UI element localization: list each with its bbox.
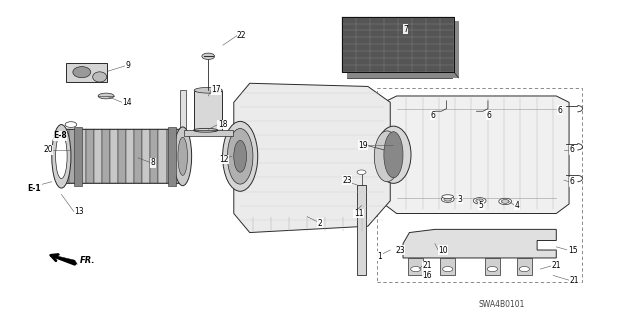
Ellipse shape <box>194 87 222 93</box>
Text: 1: 1 <box>378 252 382 261</box>
Circle shape <box>519 267 529 271</box>
Polygon shape <box>234 83 390 233</box>
Text: 21: 21 <box>422 261 431 271</box>
Bar <box>134 129 142 183</box>
Text: 9: 9 <box>125 61 130 70</box>
Bar <box>93 129 102 183</box>
Bar <box>166 129 175 183</box>
Bar <box>77 129 86 183</box>
Ellipse shape <box>376 126 411 183</box>
Text: SWA4B0101: SWA4B0101 <box>479 300 525 309</box>
Bar <box>67 63 108 82</box>
Text: 23: 23 <box>396 246 405 255</box>
Text: 4: 4 <box>515 201 520 210</box>
Text: 23: 23 <box>342 176 352 185</box>
Polygon shape <box>179 90 221 134</box>
Bar <box>150 129 159 183</box>
Text: 13: 13 <box>74 207 84 216</box>
Text: 11: 11 <box>354 209 364 218</box>
Text: 6: 6 <box>430 111 435 120</box>
Ellipse shape <box>227 129 253 184</box>
Text: 3: 3 <box>458 195 462 204</box>
Ellipse shape <box>56 134 67 179</box>
Bar <box>102 129 110 183</box>
Bar <box>168 127 175 186</box>
Text: E-8: E-8 <box>53 131 67 140</box>
Text: 22: 22 <box>237 31 246 40</box>
Bar <box>70 129 77 183</box>
Ellipse shape <box>173 127 191 186</box>
Circle shape <box>487 267 497 271</box>
Text: 2: 2 <box>317 219 323 227</box>
Bar <box>408 258 424 275</box>
Circle shape <box>357 170 366 174</box>
Bar <box>118 129 126 183</box>
Text: 16: 16 <box>422 271 432 280</box>
Circle shape <box>444 197 452 201</box>
Ellipse shape <box>52 124 71 188</box>
Bar <box>110 129 118 183</box>
Bar <box>342 17 454 72</box>
Circle shape <box>476 199 483 203</box>
Bar <box>159 129 166 183</box>
Bar <box>516 258 532 275</box>
Bar <box>484 258 500 275</box>
Text: 20: 20 <box>44 145 53 154</box>
Bar <box>378 88 582 282</box>
Ellipse shape <box>93 72 107 82</box>
Text: 8: 8 <box>151 158 156 167</box>
Circle shape <box>411 267 421 271</box>
Text: 14: 14 <box>122 98 132 107</box>
FancyBboxPatch shape <box>347 21 459 78</box>
Circle shape <box>501 199 509 203</box>
Polygon shape <box>384 96 569 213</box>
Bar <box>126 129 134 183</box>
Text: 18: 18 <box>218 120 227 129</box>
Text: 12: 12 <box>219 155 228 164</box>
Text: 21: 21 <box>569 276 579 285</box>
Text: 5: 5 <box>478 201 483 210</box>
Circle shape <box>442 196 454 202</box>
Circle shape <box>473 197 486 204</box>
Ellipse shape <box>73 67 91 78</box>
Text: 6: 6 <box>569 177 574 186</box>
Bar <box>184 130 232 136</box>
Circle shape <box>443 267 453 271</box>
Bar <box>342 17 454 72</box>
Text: 17: 17 <box>211 85 221 94</box>
Bar <box>175 129 182 183</box>
Polygon shape <box>357 185 366 275</box>
Ellipse shape <box>178 137 188 175</box>
Circle shape <box>499 198 511 204</box>
Bar <box>142 129 150 183</box>
Text: 19: 19 <box>358 141 368 150</box>
Bar <box>74 127 82 186</box>
Text: 6: 6 <box>557 106 563 115</box>
Text: 10: 10 <box>438 246 448 255</box>
Ellipse shape <box>98 93 114 99</box>
Circle shape <box>202 53 214 59</box>
Circle shape <box>65 122 77 127</box>
Text: 7: 7 <box>403 25 408 34</box>
Bar <box>61 129 70 183</box>
Text: 6: 6 <box>486 111 491 120</box>
Bar <box>194 91 222 132</box>
Text: 6: 6 <box>569 145 574 154</box>
Polygon shape <box>50 255 77 264</box>
Ellipse shape <box>374 131 400 182</box>
Text: E-1: E-1 <box>28 184 41 193</box>
Text: 21: 21 <box>551 261 561 271</box>
Bar <box>86 129 93 183</box>
Polygon shape <box>403 229 556 258</box>
Bar <box>440 258 456 275</box>
Ellipse shape <box>442 195 454 198</box>
Ellipse shape <box>384 132 403 178</box>
Text: 15: 15 <box>568 246 577 255</box>
Ellipse shape <box>234 140 246 172</box>
Text: FR.: FR. <box>80 256 95 265</box>
Ellipse shape <box>223 122 258 191</box>
